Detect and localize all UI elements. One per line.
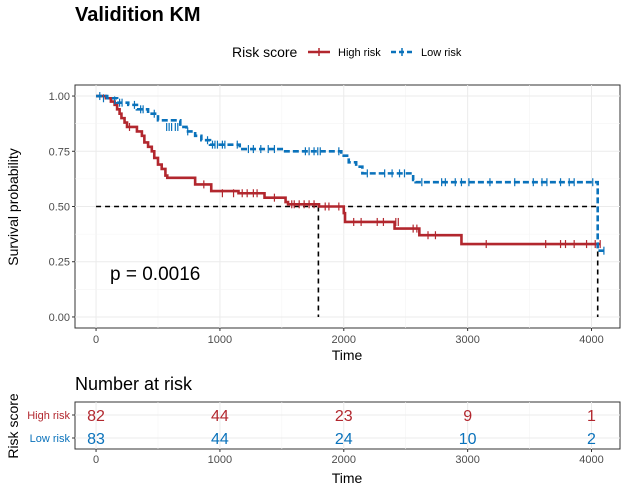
survival-curves (96, 94, 604, 252)
risk-x-tick-label: 2000 (332, 454, 356, 466)
risk-row-label-high: High risk (27, 410, 70, 422)
chart-title: Validition KM (75, 4, 201, 26)
high-risk-count: 9 (463, 408, 472, 425)
p-value-annotation: p = 0.0016 (110, 264, 200, 285)
x-tick-label: 1000 (208, 334, 232, 346)
y-tick-label: 0.25 (49, 257, 70, 269)
legend-high-risk-label: High risk (338, 47, 381, 59)
risk-table-panel: 82 44 23 9 1 83 44 24 10 2 (74, 401, 621, 450)
y-axis-ticks: 0.00 0.25 0.50 0.75 1.00 (49, 91, 75, 324)
risk-x-tick-label: 0 (93, 454, 99, 466)
low-risk-curve (96, 94, 604, 252)
risk-table-row-labels: High risk Low risk (27, 410, 75, 445)
risk-table-values: 82 44 23 9 1 83 44 24 10 2 (87, 408, 596, 448)
low-risk-count: 10 (459, 431, 477, 448)
risk-table-border (74, 401, 621, 450)
y-axis-title: Survival probability (5, 148, 21, 266)
risk-x-tick-label: 3000 (455, 454, 479, 466)
risk-table-title: Number at risk (75, 374, 193, 394)
x-tick-label: 3000 (455, 334, 479, 346)
y-tick-label: 1.00 (49, 91, 70, 103)
legend: Risk score High risk Low risk (232, 44, 462, 60)
risk-table-gridlines (75, 402, 620, 449)
km-plot-panel: p = 0.0016 (74, 84, 621, 329)
legend-high-risk: High risk (308, 47, 381, 59)
high-risk-curve (96, 94, 601, 246)
high-risk-count: 23 (335, 408, 353, 425)
y-tick-label: 0.75 (49, 146, 70, 158)
x-tick-label: 2000 (332, 334, 356, 346)
x-axis-ticks: 0 1000 2000 3000 4000 (93, 328, 604, 346)
y-tick-label: 0.00 (49, 312, 70, 324)
x-tick-label: 4000 (579, 334, 603, 346)
x-tick-label: 0 (93, 334, 99, 346)
legend-low-risk-label: Low risk (421, 47, 462, 59)
risk-table-x-axis-title: Time (332, 470, 363, 486)
high-risk-count: 1 (587, 408, 596, 425)
risk-row-label-low: Low risk (30, 433, 71, 445)
legend-low-risk: Low risk (391, 47, 462, 59)
low-risk-count: 44 (211, 431, 229, 448)
risk-x-tick-label: 1000 (208, 454, 232, 466)
risk-table-y-axis-title: Risk score (5, 393, 21, 459)
risk-table-x-ticks: 0 1000 2000 3000 4000 (93, 449, 604, 466)
low-risk-count: 2 (587, 431, 596, 448)
high-risk-count: 82 (87, 408, 105, 425)
low-risk-count: 83 (87, 431, 105, 448)
legend-title: Risk score (232, 44, 298, 60)
y-tick-label: 0.50 (49, 202, 70, 214)
x-axis-title: Time (332, 347, 363, 363)
censor-marks (99, 92, 605, 255)
risk-x-tick-label: 4000 (579, 454, 603, 466)
low-risk-count: 24 (335, 431, 353, 448)
high-risk-count: 44 (211, 408, 229, 425)
